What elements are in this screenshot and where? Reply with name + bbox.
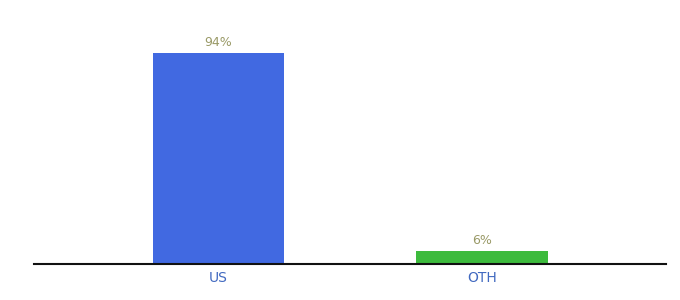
Bar (152, 52, 284, 264)
Text: 94%: 94% (205, 36, 233, 49)
Bar (416, 250, 548, 264)
Text: 6%: 6% (472, 234, 492, 247)
